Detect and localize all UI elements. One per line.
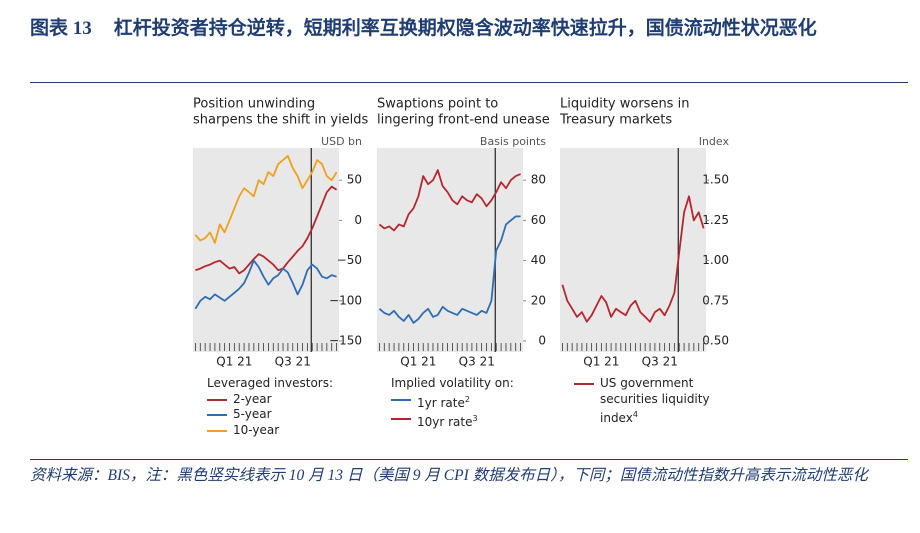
y-tick-label: 0 bbox=[354, 213, 362, 227]
legend-text: 10yr rate3 bbox=[417, 411, 478, 431]
series-line bbox=[194, 155, 338, 244]
legend-text: 1yr rate2 bbox=[417, 392, 470, 412]
legend-label: 5-year bbox=[233, 407, 272, 421]
legend-text: US government securities liquidity index… bbox=[600, 376, 739, 427]
legend-entry: 2-year bbox=[207, 392, 372, 408]
y-tick-label: 20 bbox=[531, 293, 546, 307]
figure-title: 杠杆投资者持仓逆转，短期利率互换期权隐含波动率快速拉升，国债流动性状况恶化 bbox=[113, 18, 817, 39]
y-tick-label: 60 bbox=[531, 213, 546, 227]
footer-note: 资料来源：BIS，注：黑色竖实线表示 10 月 13 日（美国 9 月 CPI … bbox=[30, 467, 868, 484]
series-line bbox=[195, 185, 338, 275]
legend-label: 10-year bbox=[233, 422, 280, 437]
series-line bbox=[378, 215, 521, 324]
y-tick-label: 0.50 bbox=[702, 334, 729, 348]
legend-entry: US government securities liquidity index… bbox=[574, 376, 739, 427]
panel-title: Treasury markets bbox=[559, 113, 672, 128]
legend: Leveraged investors: 2-year 5-year 10-year bbox=[207, 376, 372, 438]
x-tick-label: Q1 21 bbox=[583, 355, 619, 369]
legend-swatch bbox=[391, 398, 411, 401]
series-line bbox=[378, 169, 521, 232]
plot-background bbox=[377, 148, 523, 352]
legend-label: 10yr rate bbox=[417, 415, 473, 429]
panel-title: lingering front-end unease bbox=[377, 113, 550, 128]
x-tick-label: Q1 21 bbox=[400, 355, 436, 369]
legend-note: 3 bbox=[472, 414, 478, 423]
legend-note: 4 bbox=[632, 410, 638, 419]
y-tick-label: −50 bbox=[337, 253, 362, 267]
x-tick-label: Q1 21 bbox=[216, 355, 252, 369]
y-axis-label: Index bbox=[699, 135, 730, 148]
legend: US government securities liquidity index… bbox=[574, 376, 739, 427]
x-tick-label: Q3 21 bbox=[642, 355, 678, 369]
legend-title: Implied volatility on: bbox=[391, 376, 514, 390]
legend-entry: 10-year bbox=[207, 423, 372, 439]
x-tick-label: Q3 21 bbox=[459, 355, 495, 369]
legend-swatch bbox=[391, 418, 411, 420]
legend-text: 10-year bbox=[233, 423, 279, 439]
legend-entry: 1yr rate2 bbox=[391, 392, 556, 412]
header-rule bbox=[30, 82, 908, 83]
y-tick-label: 0 bbox=[538, 334, 546, 348]
legend-text: 5-year bbox=[233, 407, 272, 423]
legend-swatch bbox=[574, 383, 594, 385]
panel-title: Liquidity worsens in bbox=[560, 97, 689, 112]
y-tick-label: 1.25 bbox=[702, 213, 729, 227]
legend-title: Leveraged investors: bbox=[207, 376, 334, 390]
y-tick-label: 40 bbox=[531, 253, 546, 267]
legend-swatch bbox=[207, 414, 227, 416]
panel-title: Position unwinding bbox=[193, 97, 315, 112]
x-tick-label: Q3 21 bbox=[275, 355, 311, 369]
y-axis-label: Basis points bbox=[480, 135, 546, 148]
y-tick-label: 50 bbox=[347, 173, 362, 187]
footer-rule bbox=[30, 459, 908, 460]
legend-swatch bbox=[207, 429, 227, 432]
y-axis-label: USD bn bbox=[321, 135, 362, 148]
series-line bbox=[194, 259, 337, 310]
legend-entry: 5-year bbox=[207, 407, 372, 423]
y-tick-label: 1.50 bbox=[702, 173, 729, 187]
legend-entry: 10yr rate3 bbox=[391, 411, 556, 431]
series-line bbox=[561, 195, 705, 323]
y-tick-label: 1.00 bbox=[702, 253, 729, 267]
legend-note: 2 bbox=[464, 394, 470, 404]
y-tick-label: 80 bbox=[531, 173, 546, 187]
legend-text: 2-year bbox=[233, 392, 272, 408]
legend-swatch bbox=[207, 398, 227, 401]
y-tick-label: 0.75 bbox=[702, 293, 729, 307]
legend-label: 1yr rate bbox=[417, 395, 465, 410]
y-tick-label: −100 bbox=[329, 293, 362, 307]
legend: Implied volatility on: 1yr rate2 10yr rate… bbox=[391, 376, 556, 431]
legend-label: US government securities liquidity index bbox=[600, 376, 710, 425]
legend-label: 2-year bbox=[233, 391, 272, 406]
figure-label: 图表 13 bbox=[30, 18, 92, 39]
panel-title: Swaptions point to bbox=[377, 97, 498, 112]
plot-background bbox=[193, 148, 339, 352]
panel-title: sharpens the shift in yields bbox=[193, 113, 369, 128]
y-tick-label: −150 bbox=[329, 334, 362, 348]
plot-background bbox=[560, 148, 706, 352]
header: 图表 13 杠杆投资者持仓逆转，短期利率互换期权隐含波动率快速拉升，国债流动性状况… bbox=[30, 14, 908, 44]
